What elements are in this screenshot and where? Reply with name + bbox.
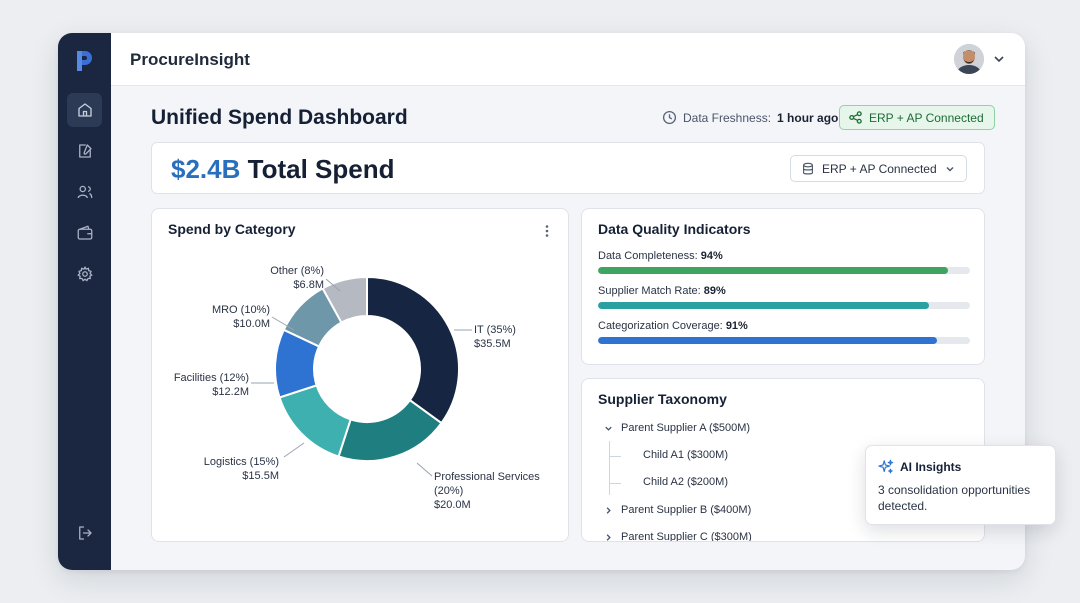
data-source-value: ERP + AP Connected: [822, 161, 937, 176]
sidebar-item-suppliers[interactable]: [67, 175, 102, 209]
data-label: $35.5M: [474, 338, 511, 350]
chevron-right-icon: [606, 533, 611, 541]
data-label: $15.5M: [242, 470, 279, 482]
progress-track: [598, 302, 970, 309]
main-content: Unified Spend Dashboard Data Freshness: …: [111, 86, 1025, 570]
app-logo[interactable]: [72, 47, 96, 75]
sidebar-item-home[interactable]: [67, 93, 102, 127]
donut-slice-it[interactable]: [366, 275, 460, 425]
sidebar: [58, 33, 111, 570]
clock-icon: [662, 110, 677, 125]
app-window: ProcureInsight Unified Spend Dashboard D…: [58, 33, 1025, 570]
sparkle-icon: [878, 459, 894, 474]
share-nodes-icon: [849, 111, 862, 124]
progress-fill: [598, 302, 930, 309]
total-spend-heading: $2.4B Total Spend: [171, 154, 394, 185]
donut-slice-other[interactable]: [321, 275, 368, 324]
connection-badge-label: ERP + AP Connected: [869, 110, 984, 125]
tree-node-child-a1[interactable]: Child A1 ($300M): [643, 449, 728, 461]
tree-node-parent-b[interactable]: Parent Supplier B ($400M): [603, 504, 751, 516]
data-label: Facilities (12%): [174, 372, 249, 384]
dq-label: Supplier Match Rate:: [598, 285, 701, 297]
data-label: IT (35%): [474, 324, 516, 336]
sidebar-item-settings[interactable]: [67, 257, 102, 291]
total-spend-amount: $2.4B: [171, 154, 241, 184]
label-leader-line: [283, 442, 305, 458]
ai-insights-popover[interactable]: AI Insights 3 consolidation opportunitie…: [865, 445, 1056, 525]
tree-connector: [609, 441, 610, 495]
chevron-down-icon: [605, 426, 612, 431]
spend-by-category-card: Spend by Category IT (35%) $35.5M Professi…: [151, 208, 569, 542]
logout-icon: [78, 526, 92, 540]
home-icon: [77, 103, 92, 117]
tree-node-label: Child A2 ($200M): [643, 476, 728, 488]
sidebar-item-requests[interactable]: [67, 134, 102, 168]
tree-connector: [610, 483, 621, 484]
total-spend-label: Total Spend: [247, 154, 395, 184]
donut-slice-logistics[interactable]: [278, 384, 352, 458]
data-label: $10.0M: [233, 318, 270, 330]
label-leader-line: [325, 278, 341, 292]
data-source-select[interactable]: ERP + AP Connected: [790, 155, 967, 182]
card-title: Supplier Taxonomy: [598, 391, 727, 407]
label-leader-line: [416, 462, 433, 477]
progress-fill: [598, 267, 948, 274]
page-title: Unified Spend Dashboard: [151, 106, 408, 129]
dq-label: Data Completeness:: [598, 250, 698, 262]
tree-node-parent-a[interactable]: Parent Supplier A ($500M): [603, 422, 750, 434]
data-label: Other (8%): [270, 265, 324, 277]
data-quality-card: Data Quality Indicators Data Completenes…: [581, 208, 985, 365]
category-donut-chart: IT (35%) $35.5M Professional Services (20%)…: [174, 265, 540, 511]
data-label: MRO (10%): [212, 304, 270, 316]
chevron-down-icon[interactable]: [992, 52, 1006, 66]
data-label: $6.8M: [293, 279, 324, 291]
connection-badge[interactable]: ERP + AP Connected: [839, 105, 995, 130]
progress-track: [598, 337, 970, 344]
chevron-down-icon: [946, 166, 954, 171]
more-options-icon[interactable]: [540, 223, 554, 239]
tree-node-label: Parent Supplier C ($300M): [621, 531, 752, 542]
card-title: Data Quality Indicators: [598, 221, 751, 237]
users-icon: [77, 185, 92, 199]
logout-button[interactable]: [67, 516, 102, 550]
data-label: Logistics (15%): [204, 456, 279, 468]
freshness-value: 1 hour ago: [777, 110, 839, 125]
total-spend-card: $2.4B Total Spend ERP + AP Connected: [151, 142, 985, 194]
dq-indicator: Supplier Match Rate: 89%: [598, 285, 970, 309]
dq-value: 94%: [700, 250, 723, 262]
tree-node-child-a2[interactable]: Child A2 ($200M): [643, 476, 728, 488]
ai-insights-title: AI Insights: [900, 460, 962, 474]
data-freshness: Data Freshness: 1 hour ago: [662, 110, 838, 125]
chevron-right-icon: [606, 506, 611, 514]
progress-fill: [598, 337, 937, 344]
app-brand: ProcureInsight: [130, 50, 250, 69]
tree-node-label: Child A1 ($300M): [643, 449, 728, 461]
data-label: $20.0M: [434, 499, 471, 511]
dq-label: Categorization Coverage:: [598, 320, 723, 332]
card-title: Spend by Category: [168, 221, 296, 237]
data-label: $12.2M: [212, 386, 249, 398]
wallet-icon: [77, 225, 92, 240]
dq-indicator: Data Completeness: 94%: [598, 250, 970, 274]
data-label: Professional Services: [434, 471, 540, 483]
user-avatar-image: [954, 44, 984, 74]
data-label: (20%): [434, 485, 463, 497]
sidebar-item-wallet[interactable]: [67, 216, 102, 250]
ai-insights-body: 3 consolidation opportunities detected.: [878, 483, 1031, 513]
database-icon: [803, 162, 813, 174]
dq-indicator: Categorization Coverage: 91%: [598, 320, 970, 344]
tree-connector: [610, 456, 621, 457]
tree-node-label: Parent Supplier B ($400M): [621, 504, 752, 516]
top-bar: ProcureInsight: [111, 33, 1025, 86]
gear-icon: [76, 266, 93, 282]
document-edit-icon: [78, 144, 92, 158]
freshness-label: Data Freshness:: [683, 110, 772, 125]
tree-node-parent-c[interactable]: Parent Supplier C ($300M): [603, 531, 752, 542]
progress-track: [598, 267, 970, 274]
label-leader-line: [271, 316, 295, 331]
tree-node-label: Parent Supplier A ($500M): [621, 422, 751, 434]
avatar[interactable]: [954, 44, 984, 74]
dq-value: 89%: [703, 285, 726, 297]
dq-value: 91%: [725, 320, 748, 332]
